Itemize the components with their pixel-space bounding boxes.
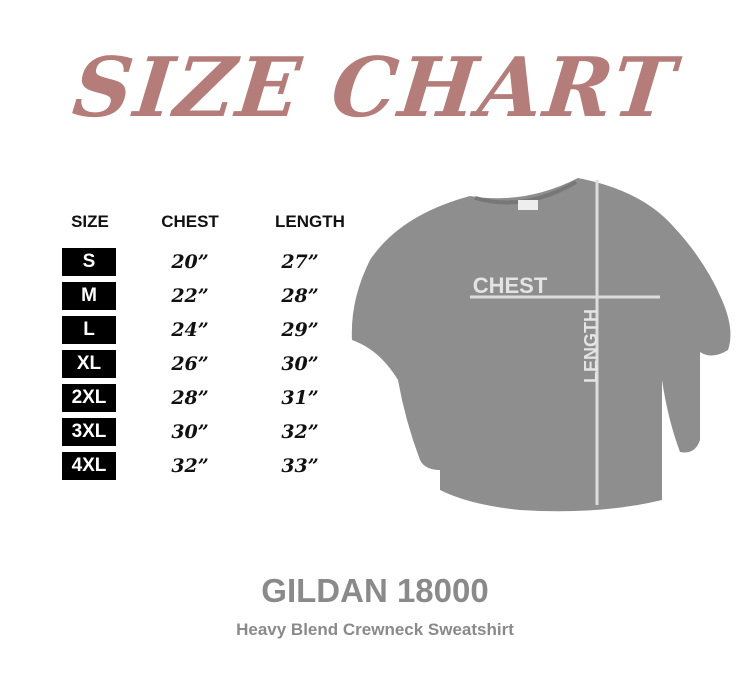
size-badge: XL xyxy=(62,350,116,378)
header-length: LENGTH xyxy=(275,212,345,231)
size-badge: L xyxy=(62,316,116,344)
chest-value: 30” xyxy=(171,421,209,443)
header-chest: CHEST xyxy=(161,212,219,231)
length-value: 31” xyxy=(281,387,319,409)
size-badge: 4XL xyxy=(62,452,116,480)
length-label: LENGTH xyxy=(581,309,601,383)
chest-value: 24” xyxy=(171,319,209,341)
brand-name: GILDAN 18000 xyxy=(261,572,489,609)
chest-value: 22” xyxy=(171,285,209,307)
tag-icon xyxy=(518,200,538,210)
chest-value: 20” xyxy=(171,251,209,273)
size-badge: 2XL xyxy=(62,384,116,412)
chest-value: 26” xyxy=(171,353,209,375)
chest-label: CHEST xyxy=(473,273,548,298)
chest-value: 28” xyxy=(171,387,209,409)
length-value: 32” xyxy=(281,421,319,443)
product-name: Heavy Blend Crewneck Sweatshirt xyxy=(236,620,514,639)
length-value: 29” xyxy=(281,319,319,341)
header-size: SIZE xyxy=(71,212,109,231)
sweatshirt-image xyxy=(351,178,731,512)
length-value: 27” xyxy=(281,251,319,273)
length-value: 30” xyxy=(281,353,319,375)
size-badge: 3XL xyxy=(62,418,116,446)
length-value: 33” xyxy=(281,455,319,477)
chest-value: 32” xyxy=(171,455,209,477)
length-value: 28” xyxy=(281,285,319,307)
size-badge: S xyxy=(62,248,116,276)
size-badge: M xyxy=(62,282,116,310)
